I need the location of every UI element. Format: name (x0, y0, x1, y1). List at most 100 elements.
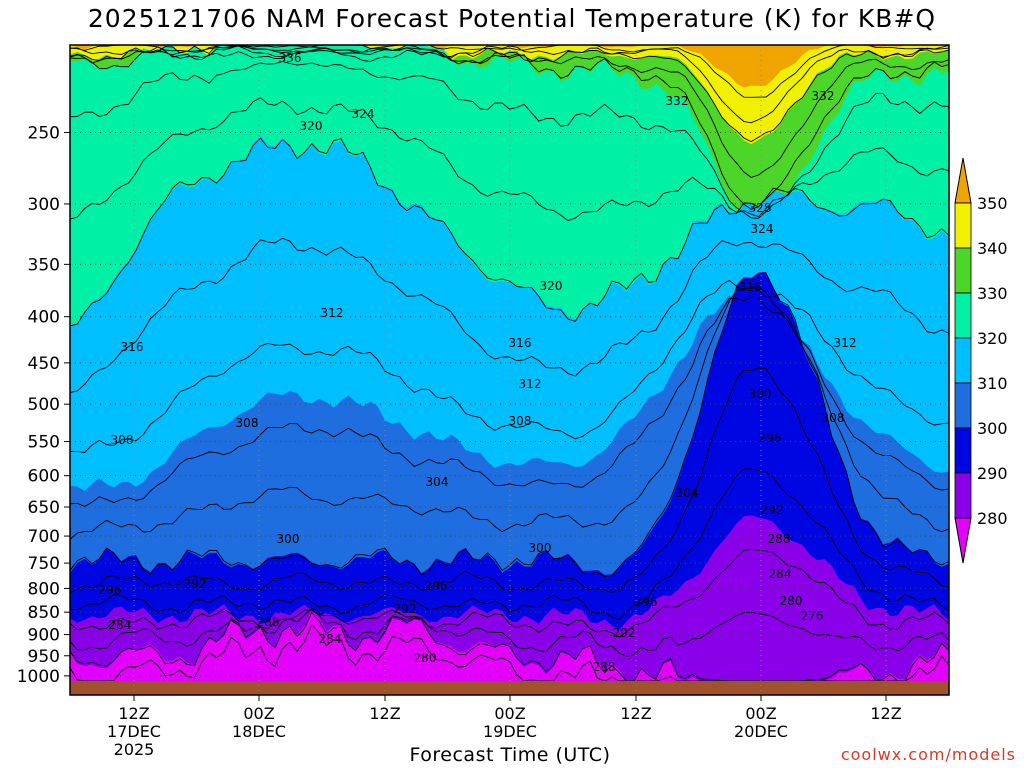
contour-label-308: 308 (822, 411, 845, 425)
ground-fill (70, 681, 949, 695)
y-tick-label-300: 300 (28, 195, 60, 215)
isentrope-336 (70, 45, 949, 178)
contour-label-284: 284 (109, 618, 132, 632)
contour-label-280: 280 (780, 594, 803, 608)
legend-swatch-330 (954, 292, 972, 339)
contour-label-332: 332 (666, 94, 689, 108)
site-credit-link[interactable]: coolwx.com/models (840, 745, 1016, 764)
contour-label-308: 308 (509, 414, 532, 428)
legend-arrow-bottom (954, 517, 972, 564)
contour-label-296: 296 (635, 595, 658, 609)
y-tick-label-700: 700 (28, 527, 60, 547)
legend-arrow-top (954, 157, 972, 204)
contour-label-336: 336 (279, 51, 302, 65)
contour-label-296: 296 (759, 431, 782, 445)
contour-label-276: 276 (801, 609, 824, 623)
contour-label-312: 312 (519, 377, 542, 391)
x-axis-title: Forecast Time (UTC) (409, 744, 611, 766)
contour-label-296: 296 (99, 583, 122, 597)
band-below-280 (70, 609, 949, 695)
contour-label-312: 312 (321, 306, 344, 320)
contour-label-332: 332 (812, 89, 835, 103)
isentrope-328 (70, 61, 949, 219)
contour-label-300: 300 (749, 387, 772, 401)
isentrope-316 (70, 237, 949, 393)
legend-swatch-340 (954, 247, 972, 294)
y-tick-label-500: 500 (28, 395, 60, 415)
contour-label-308: 308 (111, 433, 134, 447)
contour-label-284: 284 (319, 632, 342, 646)
legend-swatch-310 (954, 382, 972, 429)
contour-label-292: 292 (394, 602, 417, 616)
contour-label-292: 292 (184, 577, 207, 591)
chart-title: 2025121706 NAM Forecast Potential Temper… (87, 4, 937, 33)
y-tick-label-350: 350 (28, 255, 60, 275)
isentrope-324 (70, 97, 949, 222)
x-tick-date-3: 19DEC (483, 722, 537, 741)
legend-swatch-300 (954, 427, 972, 474)
isentrope-288 (70, 548, 949, 638)
legend-label-330: 330 (977, 284, 1008, 303)
legend-label-310: 310 (977, 374, 1008, 393)
contour-label-288: 288 (257, 615, 280, 629)
contour-label-300: 300 (529, 541, 552, 555)
x-tick-date-0: 17DEC (107, 722, 161, 741)
x-tick-date-5: 20DEC (734, 722, 788, 741)
isentrope-344 (70, 45, 949, 124)
y-tick-label-600: 600 (28, 467, 60, 487)
legend-label-350: 350 (977, 194, 1008, 213)
contour-label-292: 292 (761, 503, 784, 517)
contour-label-324: 324 (352, 107, 375, 121)
x-tick-year-0: 2025 (114, 740, 155, 759)
x-tick-label-2: 12Z (369, 704, 400, 723)
isentrope-308 (70, 296, 949, 507)
contour-label-320: 320 (300, 119, 323, 133)
contour-label-280: 280 (414, 651, 437, 665)
contour-label-316: 316 (739, 280, 762, 294)
x-tick-label-4: 12Z (620, 704, 651, 723)
legend-swatch-350 (954, 202, 972, 249)
isentrope-312 (70, 279, 949, 453)
y-tick-label-850: 850 (28, 603, 60, 623)
isentrope-340 (70, 46, 949, 143)
plot-area: 336 324 320 332 332 328 324 320 316 312 316 316 312 3… (70, 45, 949, 695)
y-tick-label-550: 550 (28, 433, 60, 453)
contour-label-288: 288 (768, 532, 791, 546)
isentrope-284 (70, 607, 949, 657)
y-tick-label-1000: 1000 (17, 667, 60, 687)
contour-label-288: 288 (593, 660, 616, 674)
x-tick-label-1: 00Z (243, 704, 274, 723)
y-tick-label-250: 250 (28, 123, 60, 143)
y-tick-label-650: 650 (28, 498, 60, 518)
contour-label-328: 328 (749, 201, 772, 215)
contour-label-324: 324 (751, 222, 774, 236)
legend-label-300: 300 (977, 419, 1008, 438)
x-tick-label-0: 12Z (118, 704, 149, 723)
contour-label-292: 292 (613, 626, 636, 640)
contour-label-316: 316 (121, 340, 144, 354)
legend-swatch-290 (954, 472, 972, 519)
y-tick-label-800: 800 (28, 579, 60, 599)
y-tick-label-950: 950 (28, 647, 60, 667)
isentrope-332 (70, 45, 949, 210)
legend-label-280: 280 (977, 509, 1008, 528)
contour-label-296: 296 (425, 579, 448, 593)
x-tick-label-3: 00Z (494, 704, 525, 723)
contour-label-300: 300 (277, 532, 300, 546)
contour-label-308: 308 (236, 416, 259, 430)
grid (70, 45, 949, 695)
x-tick-date-1: 18DEC (232, 722, 286, 741)
legend-label-290: 290 (977, 464, 1008, 483)
legend-label-340: 340 (977, 239, 1008, 258)
y-tick-label-900: 900 (28, 626, 60, 646)
contour-label-320: 320 (540, 279, 563, 293)
x-tick-label-5: 00Z (745, 704, 776, 723)
y-tick-label-400: 400 (28, 308, 60, 328)
x-tick-label-6: 12Z (870, 704, 901, 723)
y-tick-label-450: 450 (28, 354, 60, 374)
isentrope-320 (70, 137, 949, 327)
isentrope-292 (70, 468, 949, 621)
y-tick-label-750: 750 (28, 554, 60, 574)
contour-label-304: 304 (426, 475, 449, 489)
